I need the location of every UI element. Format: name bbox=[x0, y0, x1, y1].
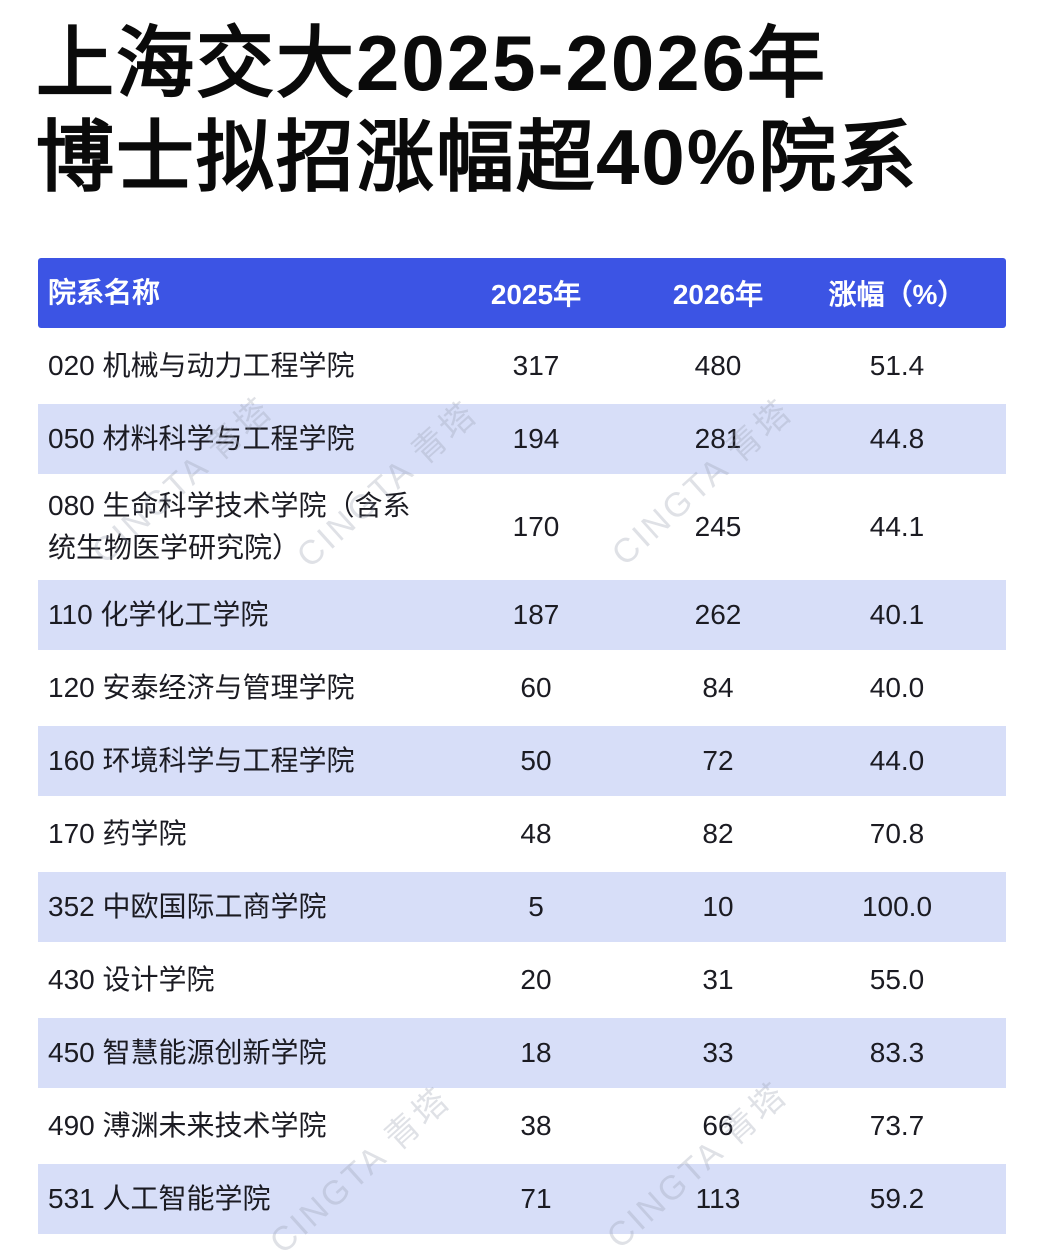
cell-department-name: 531 人工智能学院 bbox=[48, 1183, 271, 1214]
table-row: 160 环境科学与工程学院 50 72 44.0 bbox=[38, 726, 1006, 799]
page-title-line2: 博士拟招涨幅超40%院系 bbox=[36, 113, 919, 201]
cell-2025-count: 20 bbox=[520, 964, 552, 995]
cell-department-name: 430 设计学院 bbox=[48, 964, 215, 995]
cell-2025-count: 187 bbox=[512, 599, 560, 630]
table-row: 110 化学化工学院 187 262 40.1 bbox=[38, 580, 1006, 653]
cell-2026-count: 31 bbox=[702, 964, 734, 995]
cell-2026-count: 262 bbox=[694, 599, 742, 630]
table-row: 490 溥渊未来技术学院 38 66 73.7 bbox=[38, 1091, 1006, 1164]
cell-increase-pct: 70.8 bbox=[869, 818, 925, 849]
cell-2025-count: 38 bbox=[520, 1110, 552, 1141]
cell-2026-count: 113 bbox=[695, 1183, 741, 1214]
cell-2025-count: 18 bbox=[520, 1037, 552, 1068]
cell-increase-pct: 51.4 bbox=[869, 350, 925, 381]
page-title-line1: 上海交大2025-2026年 bbox=[36, 19, 828, 107]
cell-department-name: 160 环境科学与工程学院 bbox=[48, 745, 355, 776]
table-row: 352 中欧国际工商学院 5 10 100.0 bbox=[38, 872, 1006, 945]
cell-2025-count: 48 bbox=[520, 818, 552, 849]
cell-increase-pct: 44.0 bbox=[869, 745, 925, 776]
table-body: 020 机械与动力工程学院 317 480 51.4 050 材料科学与工程学院… bbox=[38, 331, 1006, 1237]
column-header-2026: 2026年 bbox=[672, 279, 764, 310]
cell-2026-count: 72 bbox=[702, 745, 734, 776]
cell-department-name: 120 安泰经济与管理学院 bbox=[48, 672, 355, 703]
cell-2025-count: 50 bbox=[520, 745, 552, 776]
cell-2026-count: 82 bbox=[702, 818, 734, 849]
cell-2026-count: 281 bbox=[694, 423, 742, 454]
cell-increase-pct: 40.0 bbox=[869, 672, 925, 703]
cell-2026-count: 480 bbox=[694, 350, 742, 381]
table-row: 531 人工智能学院 71 113 59.2 bbox=[38, 1164, 1006, 1237]
cell-2025-count: 60 bbox=[520, 672, 552, 703]
cell-2025-count: 5 bbox=[528, 891, 544, 922]
table-row: 080 生命科学技术学院（含系统生物医学研究院） 170 245 44.1 bbox=[38, 477, 1006, 580]
page-title: 上海交大2025-2026年 博士拟招涨幅超40%院系 bbox=[36, 16, 918, 204]
cell-department-name: 050 材料科学与工程学院 bbox=[48, 423, 355, 454]
cell-2026-count: 84 bbox=[702, 672, 734, 703]
column-header-2025: 2025年 bbox=[490, 279, 582, 310]
table-row: 450 智慧能源创新学院 18 33 83.3 bbox=[38, 1018, 1006, 1091]
table-header-row: 院系名称 2025年 2026年 涨幅（%） bbox=[38, 258, 1006, 328]
cell-increase-pct: 40.1 bbox=[869, 599, 925, 630]
table-row: 170 药学院 48 82 70.8 bbox=[38, 799, 1006, 872]
cell-2026-count: 66 bbox=[702, 1110, 734, 1141]
cell-2026-count: 33 bbox=[702, 1037, 734, 1068]
cell-2025-count: 71 bbox=[520, 1183, 552, 1214]
cell-department-name: 080 生命科学技术学院（含系统生物医学研究院） bbox=[48, 490, 411, 563]
cell-department-name: 352 中欧国际工商学院 bbox=[48, 891, 327, 922]
table-row: 020 机械与动力工程学院 317 480 51.4 bbox=[38, 331, 1006, 404]
cell-increase-pct: 100.0 bbox=[861, 891, 933, 922]
cell-2025-count: 194 bbox=[512, 423, 560, 454]
cell-department-name: 170 药学院 bbox=[48, 818, 187, 849]
cell-department-name: 450 智慧能源创新学院 bbox=[48, 1037, 327, 1068]
cell-2026-count: 245 bbox=[694, 511, 742, 542]
cell-department-name: 490 溥渊未来技术学院 bbox=[48, 1110, 327, 1141]
cell-increase-pct: 55.0 bbox=[869, 964, 925, 995]
table-row: 430 设计学院 20 31 55.0 bbox=[38, 945, 1006, 1018]
table-row: 120 安泰经济与管理学院 60 84 40.0 bbox=[38, 653, 1006, 726]
cell-2025-count: 170 bbox=[512, 511, 560, 542]
column-header-department: 院系名称 bbox=[48, 277, 161, 308]
cell-department-name: 020 机械与动力工程学院 bbox=[48, 350, 355, 381]
cell-department-name: 110 化学化工学院 bbox=[48, 599, 269, 630]
cell-increase-pct: 83.3 bbox=[869, 1037, 925, 1068]
cell-increase-pct: 44.1 bbox=[869, 511, 925, 542]
column-header-increase-pct: 涨幅（%） bbox=[828, 279, 966, 310]
cell-2025-count: 317 bbox=[512, 350, 560, 381]
cell-2026-count: 10 bbox=[702, 891, 734, 922]
admissions-table: 院系名称 2025年 2026年 涨幅（%） 020 机械与动力工程学院 317… bbox=[38, 258, 1006, 1237]
table-row: 050 材料科学与工程学院 194 281 44.8 bbox=[38, 404, 1006, 477]
cell-increase-pct: 44.8 bbox=[869, 423, 925, 454]
cell-increase-pct: 73.7 bbox=[869, 1110, 925, 1141]
cell-increase-pct: 59.2 bbox=[869, 1183, 925, 1214]
